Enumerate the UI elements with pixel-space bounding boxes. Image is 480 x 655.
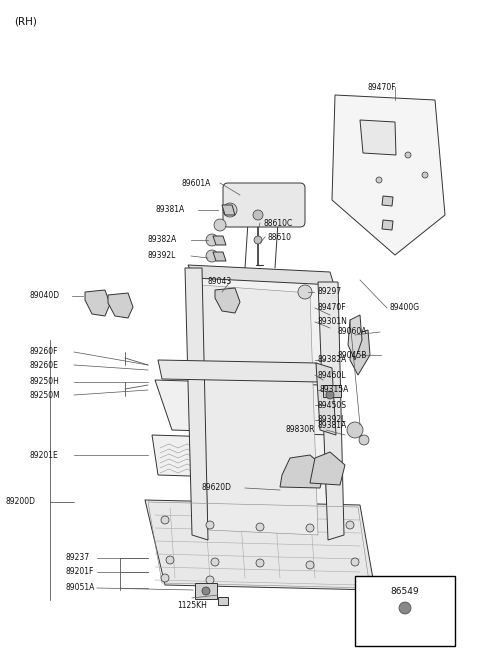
Polygon shape	[348, 315, 362, 360]
Text: 89382A: 89382A	[148, 236, 177, 244]
Polygon shape	[213, 252, 226, 261]
Polygon shape	[280, 455, 325, 488]
Circle shape	[206, 576, 214, 584]
Circle shape	[256, 523, 264, 531]
Text: 1125KH: 1125KH	[177, 601, 207, 610]
Circle shape	[223, 203, 237, 217]
Circle shape	[351, 558, 359, 566]
Text: 88610: 88610	[268, 233, 292, 242]
Circle shape	[214, 219, 226, 231]
Text: 89043: 89043	[207, 278, 231, 286]
Circle shape	[206, 521, 214, 529]
Text: 89200D: 89200D	[5, 498, 35, 506]
Polygon shape	[200, 285, 318, 535]
Text: 89400G: 89400G	[390, 303, 420, 312]
Bar	[355, 576, 455, 646]
Text: 89381A: 89381A	[155, 206, 184, 214]
Text: 89460L: 89460L	[318, 371, 347, 379]
Polygon shape	[155, 380, 332, 435]
Circle shape	[202, 587, 210, 595]
Polygon shape	[190, 270, 328, 550]
Circle shape	[298, 285, 312, 299]
Polygon shape	[215, 288, 240, 313]
Polygon shape	[316, 363, 336, 435]
Circle shape	[346, 521, 354, 529]
Text: 89297: 89297	[317, 288, 341, 297]
Circle shape	[405, 152, 411, 158]
Circle shape	[206, 250, 218, 262]
Circle shape	[359, 435, 369, 445]
Text: 86549: 86549	[391, 588, 420, 597]
Circle shape	[161, 516, 169, 524]
Text: 89250M: 89250M	[30, 390, 61, 400]
Bar	[218, 597, 228, 605]
Circle shape	[166, 556, 174, 564]
Polygon shape	[85, 290, 110, 316]
Circle shape	[306, 524, 314, 532]
Text: 89237: 89237	[65, 553, 89, 563]
Circle shape	[347, 422, 363, 438]
Circle shape	[306, 561, 314, 569]
Text: 89620D: 89620D	[202, 483, 232, 493]
Circle shape	[206, 234, 218, 246]
Polygon shape	[158, 360, 320, 382]
Polygon shape	[108, 293, 133, 318]
Text: 89382A: 89382A	[318, 356, 347, 364]
Text: 89392L: 89392L	[148, 252, 176, 261]
Polygon shape	[350, 330, 370, 375]
Polygon shape	[332, 95, 445, 255]
Circle shape	[376, 177, 382, 183]
Polygon shape	[185, 268, 208, 540]
Polygon shape	[382, 220, 393, 230]
Text: (RH): (RH)	[14, 17, 37, 27]
Text: 89201E: 89201E	[30, 451, 59, 460]
Text: 89470F: 89470F	[368, 83, 396, 92]
Text: 89201F: 89201F	[65, 567, 94, 576]
Circle shape	[211, 558, 219, 566]
Polygon shape	[188, 265, 334, 285]
Text: 89315A: 89315A	[320, 386, 349, 394]
Text: 89045B: 89045B	[338, 350, 367, 360]
Circle shape	[422, 172, 428, 178]
Circle shape	[256, 559, 264, 567]
Text: 89260F: 89260F	[30, 348, 59, 356]
Text: 89250H: 89250H	[30, 377, 60, 386]
Text: 89450S: 89450S	[318, 400, 347, 409]
Circle shape	[399, 602, 411, 614]
FancyBboxPatch shape	[223, 183, 305, 227]
Polygon shape	[310, 452, 345, 485]
Polygon shape	[152, 435, 316, 480]
Text: 89381A: 89381A	[318, 421, 347, 430]
Circle shape	[253, 210, 263, 220]
Polygon shape	[222, 205, 235, 215]
Text: 89051A: 89051A	[65, 584, 95, 593]
Polygon shape	[382, 196, 393, 206]
Polygon shape	[213, 236, 226, 245]
Polygon shape	[145, 500, 375, 590]
Text: 89392L: 89392L	[318, 415, 347, 424]
Circle shape	[161, 574, 169, 582]
Text: 89830R: 89830R	[285, 426, 314, 434]
Bar	[323, 385, 341, 397]
Text: 89040D: 89040D	[30, 291, 60, 301]
Text: 89260E: 89260E	[30, 360, 59, 369]
Polygon shape	[318, 282, 344, 540]
Text: 89601A: 89601A	[182, 179, 211, 187]
Text: 89301N: 89301N	[318, 318, 348, 326]
Polygon shape	[360, 120, 396, 155]
Circle shape	[326, 391, 334, 399]
Text: 89060A: 89060A	[338, 328, 368, 337]
Polygon shape	[226, 188, 300, 222]
Circle shape	[254, 236, 262, 244]
Text: 88610C: 88610C	[263, 219, 292, 227]
Bar	[195, 583, 217, 599]
Text: 89470F: 89470F	[318, 303, 347, 312]
